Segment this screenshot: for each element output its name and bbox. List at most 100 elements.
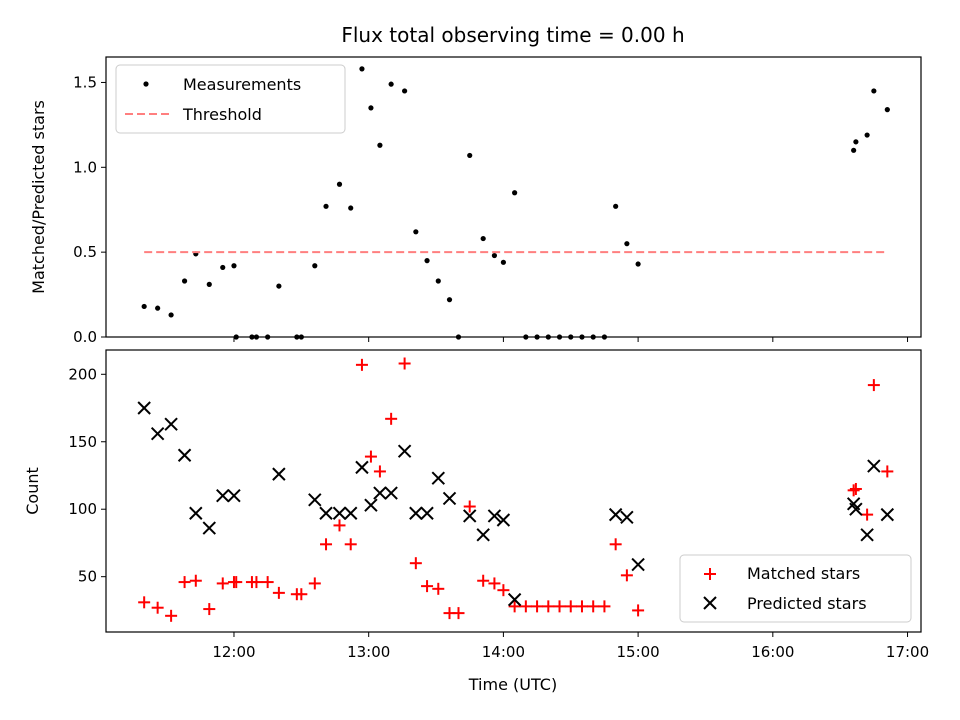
predicted-star-point xyxy=(137,401,151,415)
predicted-star-point xyxy=(608,507,623,522)
matched-star-point xyxy=(519,600,532,613)
measurement-point xyxy=(323,203,329,209)
predicted-star-point xyxy=(355,460,369,475)
measurement-point xyxy=(864,132,870,138)
measurement-point xyxy=(220,264,226,271)
matched-star-point xyxy=(151,601,164,614)
matched-star-point xyxy=(881,465,894,478)
measurement-point xyxy=(467,152,473,159)
top-panel: Matched/Predicted stars 0.0 0.5 1.0 1.5 Mea… xyxy=(29,56,922,346)
legend-marker-matched xyxy=(704,568,716,580)
predicted-star-point xyxy=(202,521,216,535)
y-tick-label: 100 xyxy=(68,500,97,518)
matched-star-point xyxy=(373,465,386,478)
matched-star-point xyxy=(553,600,566,613)
measurement-point xyxy=(276,283,282,289)
matched-star-point xyxy=(295,588,308,601)
top-legend: Measurements Threshold xyxy=(115,64,346,134)
predicted-star-point xyxy=(384,486,398,500)
matched-star-point xyxy=(452,607,465,620)
x-axis-label: Time (UTC) xyxy=(468,675,557,694)
matched-star-point xyxy=(364,450,377,463)
matched-star-point xyxy=(355,358,368,371)
matched-star-point xyxy=(230,576,243,589)
legend-label-matched: Matched stars xyxy=(747,564,860,583)
measurement-point xyxy=(884,107,890,113)
predicted-star-point xyxy=(420,506,434,520)
matched-star-point xyxy=(542,600,555,613)
legend-label-threshold: Threshold xyxy=(182,105,262,124)
matched-star-point xyxy=(385,412,398,425)
legend-box xyxy=(115,64,346,134)
top-y-ticks: 0.0 0.5 1.0 1.5 xyxy=(73,73,106,346)
predicted-star-point xyxy=(880,507,895,522)
matched-star-point xyxy=(409,557,422,570)
y-tick-label: 150 xyxy=(68,433,97,451)
matched-star-point xyxy=(598,600,611,613)
matched-star-point xyxy=(620,569,633,582)
matched-star-point xyxy=(421,580,434,593)
measurement-point xyxy=(368,105,374,111)
predicted-star-point xyxy=(373,486,387,500)
measurement-point xyxy=(141,303,147,310)
top-y-axis-label: Matched/Predicted stars xyxy=(29,100,48,294)
measurement-point xyxy=(491,252,498,259)
matched-star-point xyxy=(398,357,411,370)
measurement-point xyxy=(500,259,506,265)
predicted-star-point xyxy=(397,444,412,458)
predicted-star-point xyxy=(150,426,165,441)
bottom-legend: Matched stars Predicted stars xyxy=(679,554,912,623)
y-tick-label: 1.5 xyxy=(73,73,97,91)
matched-star-point xyxy=(344,538,357,551)
matched-star-point xyxy=(632,604,645,617)
matched-star-point xyxy=(497,584,510,597)
matched-star-point xyxy=(165,609,178,622)
measurement-point xyxy=(851,147,857,153)
measurement-point xyxy=(871,88,877,94)
predicted-star-point xyxy=(507,592,522,607)
y-tick-label: 50 xyxy=(78,568,97,586)
measurement-point xyxy=(402,88,408,94)
measurement-point xyxy=(480,235,486,242)
predicted-star-point xyxy=(476,528,490,542)
matched-star-point xyxy=(178,576,191,589)
legend-label-predicted: Predicted stars xyxy=(747,594,867,613)
x-tick-label: 16:00 xyxy=(751,643,794,661)
measurement-point xyxy=(155,305,161,311)
matched-star-point xyxy=(609,538,622,551)
measurement-point xyxy=(613,203,619,209)
matched-star-point xyxy=(189,574,202,587)
x-tick-label: 14:00 xyxy=(482,643,525,661)
legend-box xyxy=(679,554,912,623)
legend-label-measurements: Measurements xyxy=(183,75,301,94)
matched-star-point xyxy=(463,500,476,513)
chart-title: Flux total observing time = 0.00 h xyxy=(341,23,684,47)
matched-star-point xyxy=(250,576,263,589)
measurement-point xyxy=(231,263,237,269)
legend-marker-measurements xyxy=(143,81,149,87)
predicted-star-point xyxy=(227,489,241,503)
predicted-star-point xyxy=(319,506,333,520)
predicted-star-point xyxy=(189,506,203,520)
bottom-y-axis-label: Count xyxy=(23,467,42,515)
predicted-star-point xyxy=(487,509,502,523)
x-tick-label: 15:00 xyxy=(616,643,659,661)
matched-star-point xyxy=(216,577,229,590)
predicted-star-point xyxy=(344,506,358,520)
matched-star-point xyxy=(508,600,521,613)
predicted-star-point xyxy=(177,448,192,462)
top-plot-frame xyxy=(105,56,922,338)
matched-star-point xyxy=(867,379,880,392)
measurement-point xyxy=(206,281,212,287)
legend-marker-predicted xyxy=(703,596,717,610)
predicted-star-point xyxy=(364,498,378,512)
measurement-point xyxy=(435,278,441,284)
measurement-point xyxy=(424,258,430,264)
x-tick-label: 12:00 xyxy=(212,643,255,661)
matched-star-point xyxy=(138,596,151,609)
matched-star-point xyxy=(432,582,445,595)
matched-star-point xyxy=(488,577,501,590)
matched-star-point xyxy=(847,484,860,497)
predicted-star-point xyxy=(431,471,445,485)
